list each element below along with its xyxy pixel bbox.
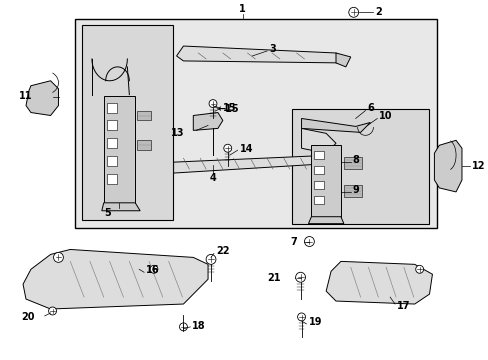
Circle shape [348, 7, 358, 17]
Text: 4: 4 [209, 173, 216, 183]
Bar [311, 145, 340, 217]
Text: 22: 22 [216, 247, 229, 256]
Polygon shape [308, 217, 343, 224]
Polygon shape [433, 140, 461, 192]
Text: 9: 9 [352, 185, 359, 195]
Text: ←15: ←15 [218, 104, 239, 113]
Bar [137, 140, 151, 150]
Circle shape [208, 100, 217, 108]
Text: 10: 10 [379, 112, 392, 121]
Text: 8: 8 [352, 155, 359, 165]
Polygon shape [325, 261, 431, 304]
Text: 15: 15 [223, 103, 236, 113]
Text: 20: 20 [21, 312, 35, 322]
Bar [75, 19, 436, 228]
Bar [106, 156, 116, 166]
Text: 7: 7 [289, 237, 296, 247]
Circle shape [415, 265, 423, 273]
Text: 3: 3 [268, 44, 275, 54]
Text: 19: 19 [308, 317, 321, 327]
Text: 17: 17 [396, 301, 409, 311]
Bar [137, 111, 151, 121]
Circle shape [48, 307, 57, 315]
Polygon shape [176, 46, 340, 63]
Polygon shape [102, 203, 140, 211]
Bar [314, 196, 324, 204]
Circle shape [150, 265, 158, 273]
Polygon shape [173, 155, 335, 173]
Polygon shape [26, 81, 59, 116]
Polygon shape [301, 129, 335, 153]
Text: 13: 13 [171, 129, 184, 138]
Bar [106, 138, 116, 148]
Bar [106, 103, 116, 113]
Text: 1: 1 [239, 4, 245, 14]
Polygon shape [301, 118, 370, 132]
Text: 18: 18 [192, 321, 205, 331]
Circle shape [54, 252, 63, 262]
Bar [314, 166, 324, 174]
Circle shape [297, 313, 305, 321]
Circle shape [304, 237, 314, 247]
Text: 14: 14 [239, 144, 252, 154]
Bar [314, 181, 324, 189]
Polygon shape [23, 249, 207, 309]
Text: 12: 12 [471, 161, 484, 171]
Text: 21: 21 [267, 273, 280, 283]
Bar [82, 25, 172, 220]
Bar [106, 174, 116, 184]
Circle shape [179, 323, 187, 331]
Bar [291, 109, 428, 224]
Bar [343, 157, 361, 169]
Text: 11: 11 [19, 91, 33, 101]
Text: 16: 16 [146, 265, 159, 275]
Polygon shape [193, 113, 223, 130]
Bar [106, 121, 116, 130]
Polygon shape [335, 53, 350, 67]
Bar [314, 151, 324, 159]
Text: 6: 6 [367, 103, 373, 113]
Bar [103, 96, 135, 203]
Circle shape [205, 255, 216, 264]
Text: 2: 2 [375, 7, 381, 17]
Circle shape [224, 144, 231, 152]
Text: 5: 5 [104, 208, 111, 218]
Bar [343, 185, 361, 197]
Circle shape [295, 272, 305, 282]
